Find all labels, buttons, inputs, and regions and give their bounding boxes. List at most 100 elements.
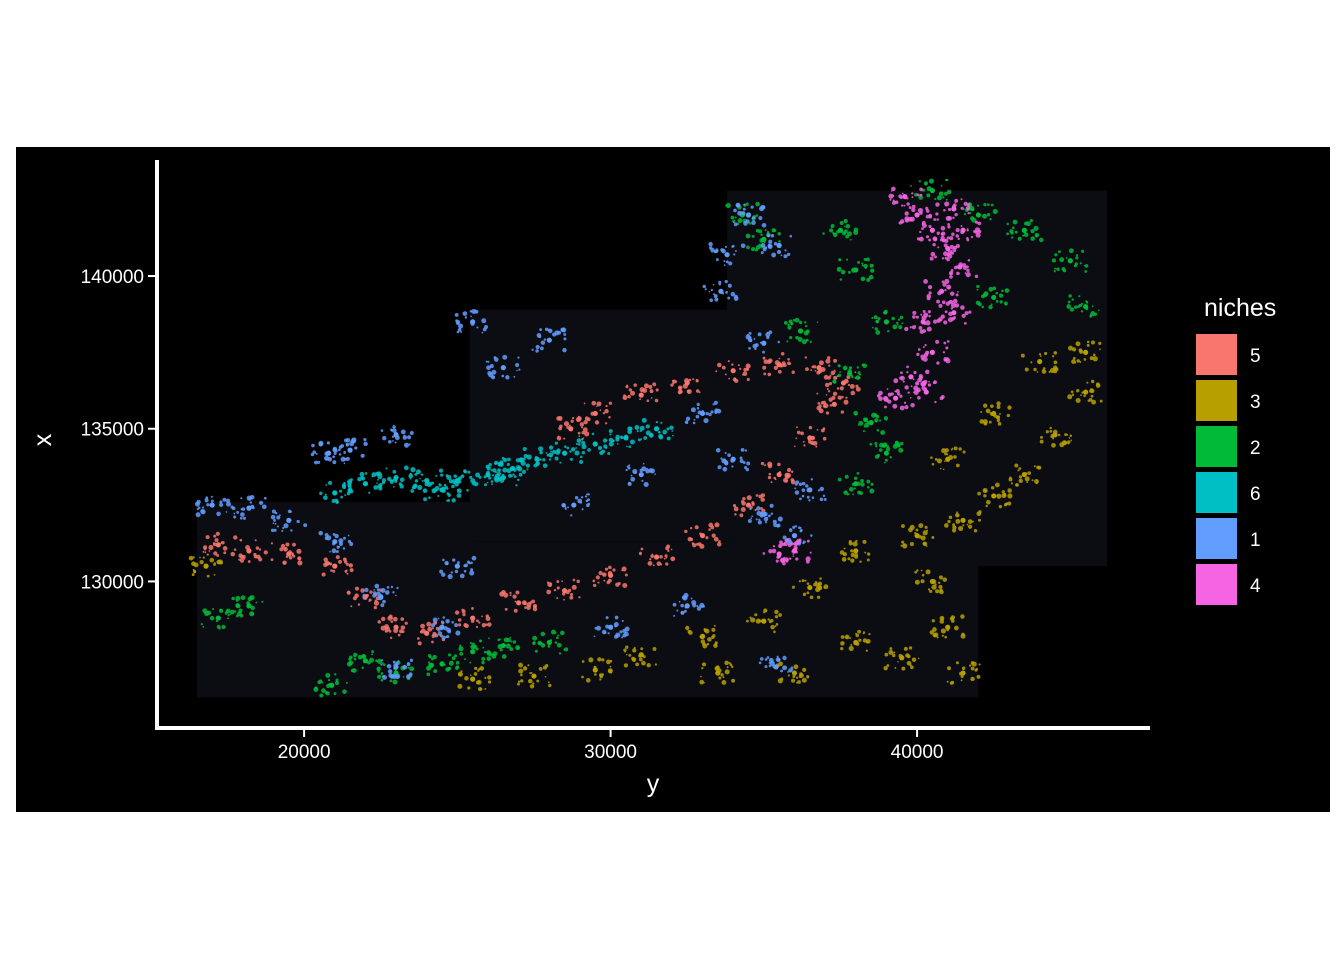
cell-niche-2: [1010, 231, 1014, 235]
cell-niche-3: [894, 666, 897, 669]
cell-niche-2: [874, 442, 878, 446]
cell-niche-5: [774, 360, 780, 366]
cell-niche-1: [627, 466, 631, 470]
cell-niche-3: [1086, 340, 1090, 344]
cell-niche-2: [805, 324, 808, 328]
cell-niche-5: [670, 556, 676, 562]
cell-niche-3: [942, 468, 945, 471]
cell-niche-3: [1079, 349, 1084, 354]
point-niche-1-12: [607, 624, 614, 630]
cell-niche-6: [494, 471, 498, 474]
cell-niche-4: [891, 186, 896, 192]
cell-niche-1: [758, 215, 763, 221]
y-tick-label: 140000: [81, 267, 144, 288]
series-3: [188, 340, 1103, 692]
cell-niche-2: [357, 654, 363, 660]
cell-niche-3: [652, 647, 657, 651]
cell-niche-2: [983, 202, 987, 207]
cell-niche-2: [829, 228, 834, 233]
cell-niche-2: [1034, 233, 1040, 238]
cell-niche-2: [1033, 225, 1039, 231]
cell-niche-6: [323, 495, 328, 501]
cell-niche-2: [822, 232, 825, 235]
cell-niche-3: [978, 663, 981, 666]
cell-niche-3: [983, 494, 987, 498]
cell-niche-5: [346, 572, 349, 575]
cell-niche-2: [971, 208, 975, 212]
legend-key-3: [1196, 380, 1237, 421]
cell-niche-4: [912, 315, 916, 319]
cell-niche-4: [949, 244, 955, 250]
cell-niche-1: [437, 629, 440, 632]
cell-niche-1: [382, 599, 386, 604]
cell-niche-2: [943, 191, 948, 196]
cell-niche-6: [349, 489, 354, 494]
cell-niche-5: [715, 370, 718, 373]
cell-niche-1: [770, 512, 774, 515]
cell-niche-1: [240, 508, 243, 511]
cell-niche-4: [948, 311, 953, 317]
cell-niche-2: [371, 650, 375, 654]
cell-niche-1: [773, 522, 778, 528]
cell-niche-5: [524, 606, 527, 609]
point-niche-3-3: [592, 667, 598, 673]
series-6: [319, 417, 674, 505]
cell-niche-1: [799, 526, 802, 529]
cell-niche-5: [855, 386, 861, 392]
cell-niche-3: [990, 404, 994, 409]
cell-niche-6: [398, 482, 403, 486]
cell-niche-4: [901, 204, 904, 207]
cell-niche-3: [888, 649, 894, 655]
cell-niche-1: [794, 487, 797, 490]
cell-niche-3: [850, 643, 853, 647]
legend-key-4: [1196, 564, 1237, 605]
cell-niche-2: [880, 430, 886, 436]
cell-niche-4: [895, 388, 900, 394]
cell-niche-3: [1039, 355, 1042, 357]
cell-niche-5: [823, 374, 829, 380]
cell-niche-4: [928, 380, 930, 383]
cell-niche-5: [724, 373, 727, 376]
cell-niche-3: [799, 672, 803, 676]
cell-niche-5: [404, 621, 408, 625]
point-niche-5-15: [816, 365, 822, 371]
cell-niche-5: [597, 581, 600, 584]
cell-niche-2: [928, 178, 935, 184]
cell-niche-5: [556, 597, 559, 600]
cell-niche-5: [389, 636, 393, 640]
cell-niche-5: [695, 389, 700, 393]
cell-niche-3: [910, 665, 914, 670]
cell-niche-3: [935, 589, 940, 594]
cell-niche-5: [647, 561, 653, 566]
cell-niche-5: [734, 378, 739, 384]
cell-niche-4: [762, 552, 766, 555]
cell-niche-3: [701, 666, 704, 670]
cell-niche-3: [1090, 379, 1095, 384]
cell-niche-1: [587, 493, 590, 496]
cell-niche-2: [830, 226, 833, 229]
cell-niche-4: [902, 380, 905, 383]
cell-niche-1: [561, 327, 567, 333]
cell-niche-1: [567, 506, 570, 509]
cell-niche-2: [556, 636, 559, 640]
cell-niche-5: [296, 548, 302, 554]
cell-niche-3: [960, 614, 965, 619]
cell-niche-3: [951, 619, 955, 623]
cell-niche-3: [1072, 356, 1076, 360]
cell-niche-2: [470, 644, 475, 650]
cell-niche-3: [817, 581, 823, 586]
point-niche-1-11: [571, 502, 577, 508]
cell-niche-2: [515, 645, 521, 651]
cell-niche-1: [222, 497, 227, 502]
cell-niche-6: [435, 474, 438, 477]
cell-niche-4: [945, 301, 950, 306]
cell-niche-3: [946, 458, 950, 462]
cell-niche-6: [491, 474, 495, 477]
cell-niche-3: [972, 520, 974, 523]
cell-niche-6: [453, 474, 457, 478]
cell-niche-3: [938, 575, 943, 580]
cell-niche-1: [725, 290, 728, 294]
cell-niche-5: [533, 604, 538, 609]
cell-niche-3: [892, 653, 896, 658]
cell-niche-1: [432, 634, 435, 637]
